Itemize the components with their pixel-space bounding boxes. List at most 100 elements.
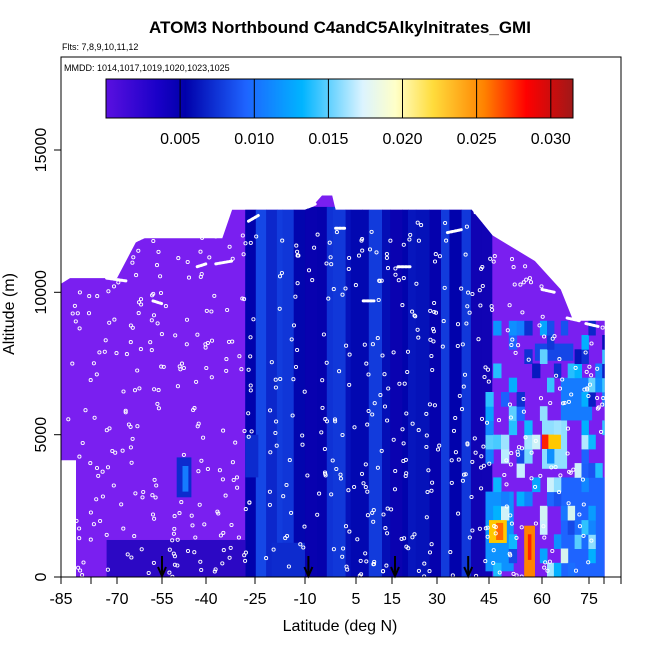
- measurement-point: [254, 234, 259, 239]
- measurement-point: [429, 488, 434, 493]
- heatmap-cell: [553, 363, 562, 379]
- heatmap-cell: [581, 534, 589, 549]
- measurement-point: [199, 458, 204, 463]
- measurement-point: [432, 300, 437, 306]
- measurement-point: [343, 524, 349, 529]
- measurement-point: [415, 327, 420, 332]
- measurement-point: [247, 500, 252, 505]
- measurement-point: [416, 335, 421, 340]
- measurement-point: [581, 502, 586, 507]
- measurement-point: [105, 465, 111, 470]
- measurement-point: [192, 550, 197, 555]
- measurement-point: [167, 570, 172, 575]
- x-tick-label: 15: [383, 591, 401, 608]
- measurement-point: [507, 402, 512, 407]
- measurement-point: [410, 421, 415, 426]
- measurement-point: [483, 365, 488, 370]
- heatmap-column: [266, 206, 278, 577]
- measurement-point: [209, 309, 214, 314]
- measurement-point: [588, 289, 593, 294]
- heatmap-cell: [602, 363, 605, 379]
- x-tick-label: -25: [243, 591, 266, 608]
- measurement-point: [542, 565, 547, 570]
- measurement-point: [424, 411, 429, 416]
- measurement-point: [428, 337, 433, 342]
- measurement-point: [516, 445, 522, 450]
- measurement-point: [198, 559, 203, 564]
- measurement-point: [128, 445, 133, 450]
- measurement-point: [507, 222, 512, 228]
- measurement-point: [372, 401, 377, 406]
- measurement-point: [229, 522, 234, 528]
- measurement-point: [322, 446, 327, 452]
- measurement-point: [159, 364, 164, 369]
- measurement-point: [264, 556, 269, 561]
- measurement-point: [343, 286, 348, 291]
- measurement-point: [319, 430, 324, 435]
- measurement-point: [130, 436, 135, 441]
- measurement-point: [320, 405, 325, 410]
- measurement-point: [521, 409, 526, 414]
- measurement-point: [136, 311, 141, 316]
- measurement-point: [437, 443, 442, 448]
- heatmap-cell: [574, 463, 582, 478]
- measurement-point: [490, 307, 495, 312]
- heatmap-column: [332, 206, 347, 577]
- measurement-point: [111, 483, 116, 488]
- heatmap-cell: [588, 520, 596, 535]
- measurement-point: [601, 396, 606, 401]
- measurement-point: [159, 332, 164, 337]
- measurement-point: [371, 562, 376, 567]
- measurement-point: [457, 393, 462, 398]
- measurement-point: [509, 521, 514, 526]
- heatmap-column: [305, 206, 318, 577]
- measurement-point: [577, 524, 582, 529]
- heatmap-cell: [553, 491, 562, 507]
- colorbar-tick-label: 0.030: [531, 131, 571, 148]
- heatmap-cell: [485, 434, 494, 450]
- measurement-point: [543, 240, 548, 245]
- measurement-point: [103, 338, 108, 343]
- measurement-point: [533, 484, 538, 489]
- measurement-point: [209, 375, 214, 380]
- measurement-point: [384, 251, 389, 257]
- measurement-point: [533, 438, 538, 443]
- measurement-point: [293, 294, 298, 299]
- measurement-point: [562, 400, 567, 405]
- measurement-point: [212, 569, 217, 574]
- measurement-point: [543, 560, 548, 565]
- measurement-point: [346, 488, 351, 493]
- measurement-point: [227, 555, 232, 560]
- measurement-point: [509, 236, 514, 241]
- measurement-point: [100, 494, 105, 499]
- measurement-point: [483, 559, 488, 564]
- measurement-point: [456, 511, 461, 516]
- measurement-point: [392, 487, 398, 492]
- flight-streak: [584, 322, 600, 328]
- measurement-point: [205, 340, 210, 346]
- measurement-point: [449, 480, 454, 485]
- measurement-point: [77, 536, 82, 541]
- heatmap-cell: [493, 505, 502, 521]
- measurement-point: [385, 266, 391, 271]
- measurement-point: [347, 382, 352, 387]
- measurement-point: [557, 386, 563, 391]
- heatmap-cell: [581, 392, 589, 407]
- heatmap-column: [293, 206, 306, 577]
- heatmap-cell: [493, 434, 502, 450]
- measurement-point: [156, 406, 161, 411]
- colorbar-tick-label: 0.020: [382, 131, 422, 148]
- measurement-point: [600, 325, 605, 330]
- measurement-point: [600, 282, 606, 287]
- measurement-points: [66, 219, 610, 577]
- measurement-point: [98, 518, 103, 524]
- measurement-point: [573, 365, 578, 370]
- y-tick-label: 0: [33, 572, 50, 581]
- measurement-point: [96, 473, 101, 478]
- heatmap-cell: [516, 392, 525, 407]
- measurement-point: [569, 392, 574, 397]
- measurement-point: [281, 494, 286, 499]
- measurement-point: [195, 332, 200, 337]
- x-axis-label: Latitude (deg N): [283, 618, 398, 635]
- measurement-point: [364, 361, 369, 366]
